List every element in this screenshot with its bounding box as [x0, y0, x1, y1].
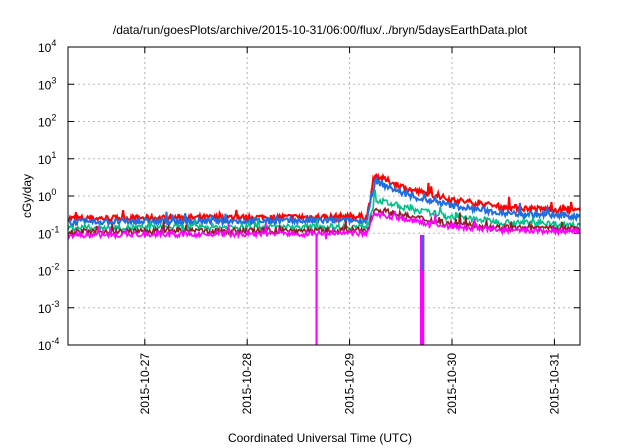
chart-title: /data/run/goesPlots/archive/2015-10-31/0…	[113, 23, 528, 37]
y-tick-label: 10-3	[38, 299, 59, 316]
x-axis-label: Coordinated Universal Time (UTC)	[228, 431, 412, 445]
y-tick-label: 101	[38, 150, 56, 167]
data-series-line	[67, 176, 581, 229]
y-tick-label: 103	[38, 75, 56, 92]
y-axis-label: cGy/day	[20, 174, 34, 218]
y-tick-base: 10	[38, 302, 52, 316]
y-tick-base: 10	[38, 339, 52, 353]
data-dropout	[422, 234, 425, 271]
y-tick-base: 10	[38, 78, 52, 92]
y-tick-exponent: 1	[51, 150, 56, 160]
y-tick-label: 10-1	[38, 224, 59, 241]
y-tick-label: 10-4	[38, 336, 59, 353]
x-tick-label: 2015-10-29	[343, 353, 357, 415]
y-tick-label: 100	[38, 187, 56, 204]
plot-frame	[67, 46, 581, 346]
y-tick-exponent: 4	[51, 38, 56, 48]
y-tick-base: 10	[38, 190, 52, 204]
y-tick-base: 10	[38, 153, 52, 167]
y-tick-label: 10-2	[38, 262, 59, 279]
y-tick-exponent: 3	[51, 75, 56, 85]
y-tick-label: 104	[38, 38, 56, 55]
data-series-line	[67, 189, 581, 235]
y-tick-base: 10	[38, 41, 52, 55]
x-tick-label: 2015-10-30	[445, 353, 459, 415]
y-tick-exponent: 0	[51, 187, 56, 197]
data-series-line	[67, 210, 581, 241]
x-tick-label: 2015-10-28	[240, 353, 254, 415]
data-dropout	[420, 234, 425, 345]
y-tick-exponent: -4	[51, 336, 59, 346]
y-tick-base: 10	[38, 116, 52, 130]
y-tick-exponent: -1	[51, 224, 59, 234]
x-tick-label: 2015-10-31	[547, 353, 561, 415]
y-tick-base: 10	[38, 265, 52, 279]
y-tick-base: 10	[38, 227, 52, 241]
y-tick-label: 102	[38, 113, 56, 130]
y-tick-exponent: -3	[51, 299, 59, 309]
y-tick-exponent: 2	[51, 113, 56, 123]
data-dropout	[315, 234, 318, 345]
x-tick-label: 2015-10-27	[138, 353, 152, 415]
y-tick-exponent: -2	[51, 262, 59, 272]
